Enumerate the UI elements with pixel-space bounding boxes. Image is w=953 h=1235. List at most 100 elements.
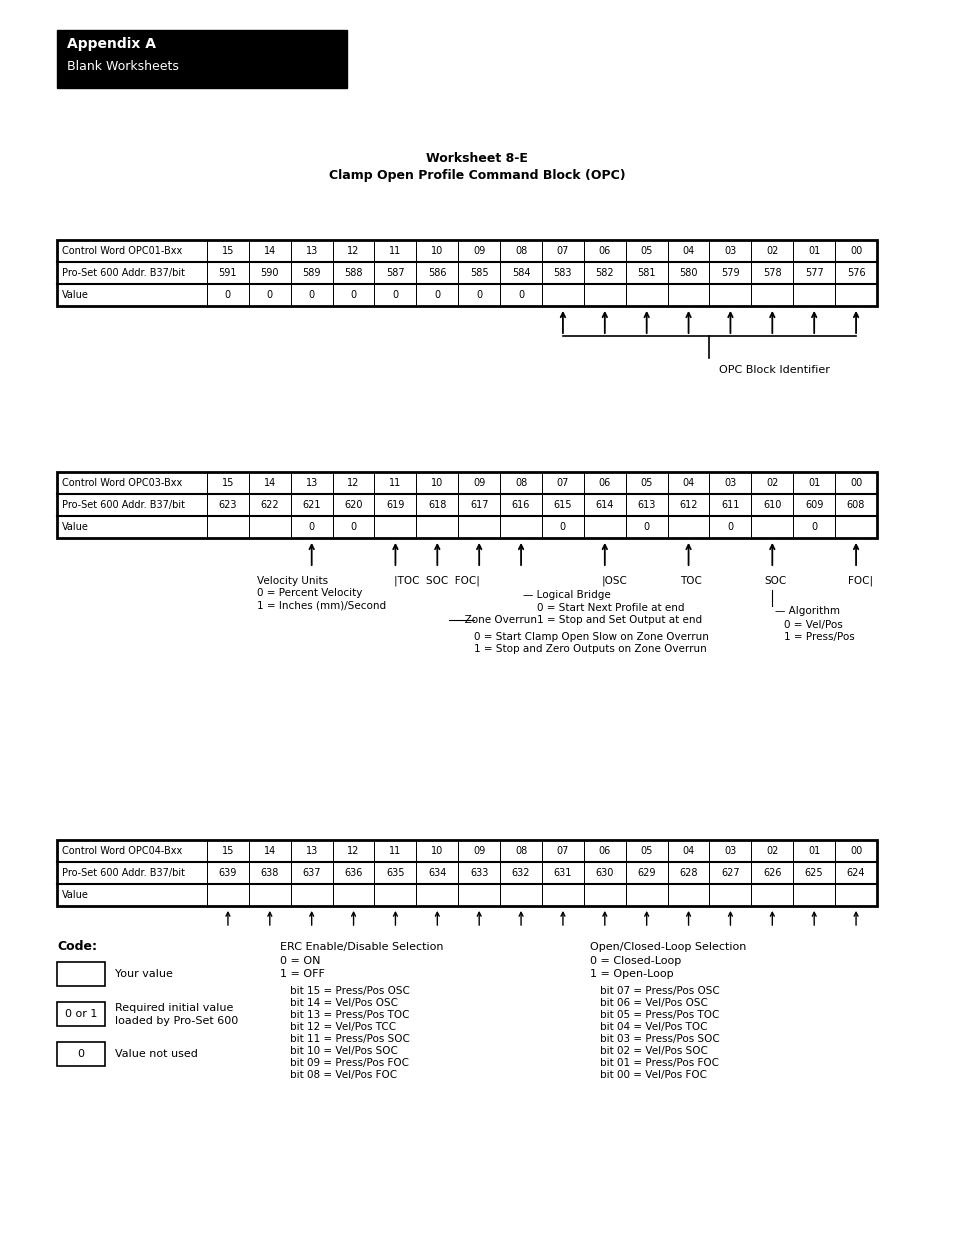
Text: bit 02 = Vel/Pos SOC: bit 02 = Vel/Pos SOC: [599, 1046, 707, 1056]
Text: Blank Worksheets: Blank Worksheets: [67, 59, 179, 73]
Text: 14: 14: [263, 846, 275, 856]
Bar: [499, 884, 541, 906]
Text: 632: 632: [511, 868, 530, 878]
Text: 0: 0: [309, 522, 314, 532]
Bar: [207, 516, 249, 538]
Text: 613: 613: [637, 500, 655, 510]
Text: ERC Enable/Disable Selection: ERC Enable/Disable Selection: [280, 942, 443, 952]
Text: 622: 622: [260, 500, 279, 510]
Bar: [751, 884, 792, 906]
Bar: [625, 284, 667, 306]
Text: 627: 627: [720, 868, 739, 878]
Text: Worksheet 8-E: Worksheet 8-E: [426, 152, 527, 164]
Bar: [249, 840, 291, 862]
Text: 09: 09: [473, 478, 485, 488]
Text: 01: 01: [807, 846, 820, 856]
Text: 07: 07: [557, 846, 569, 856]
Text: 0: 0: [434, 290, 440, 300]
Bar: [667, 840, 709, 862]
Text: 1 = Press/Pos: 1 = Press/Pos: [783, 632, 854, 642]
Bar: [333, 472, 375, 494]
Bar: [375, 862, 416, 884]
Text: bit 00 = Vel/Pos FOC: bit 00 = Vel/Pos FOC: [599, 1070, 706, 1079]
Text: 02: 02: [765, 478, 778, 488]
Bar: [207, 862, 249, 884]
Text: 631: 631: [553, 868, 572, 878]
Text: 584: 584: [511, 268, 530, 278]
Bar: [291, 240, 333, 262]
Text: 04: 04: [681, 478, 694, 488]
Text: 635: 635: [386, 868, 404, 878]
Text: 639: 639: [218, 868, 237, 878]
Text: Value: Value: [62, 890, 89, 900]
Bar: [57, 1042, 105, 1066]
Bar: [709, 284, 751, 306]
Bar: [57, 840, 207, 862]
Bar: [709, 516, 751, 538]
Text: 628: 628: [679, 868, 697, 878]
Bar: [207, 884, 249, 906]
Bar: [57, 962, 105, 986]
Bar: [667, 494, 709, 516]
Bar: [457, 494, 499, 516]
Text: Value: Value: [62, 522, 89, 532]
Bar: [375, 516, 416, 538]
Text: — Logical Bridge: — Logical Bridge: [522, 590, 610, 600]
Bar: [541, 284, 583, 306]
Bar: [57, 30, 347, 88]
Text: bit 09 = Press/Pos FOC: bit 09 = Press/Pos FOC: [290, 1058, 409, 1068]
Text: 05: 05: [639, 478, 652, 488]
Text: 633: 633: [470, 868, 488, 878]
Text: SOC: SOC: [763, 576, 785, 585]
Bar: [667, 240, 709, 262]
Text: 637: 637: [302, 868, 320, 878]
Text: Control Word OPC01-Bxx: Control Word OPC01-Bxx: [62, 246, 182, 256]
Bar: [57, 472, 876, 538]
Bar: [249, 284, 291, 306]
Bar: [667, 862, 709, 884]
Text: 15: 15: [221, 846, 233, 856]
Bar: [541, 840, 583, 862]
Text: Value: Value: [62, 290, 89, 300]
Bar: [499, 284, 541, 306]
Bar: [583, 240, 625, 262]
Text: Clamp Open Profile Command Block (OPC): Clamp Open Profile Command Block (OPC): [329, 168, 624, 182]
Text: 0: 0: [225, 290, 231, 300]
Bar: [333, 884, 375, 906]
Text: 612: 612: [679, 500, 697, 510]
Text: 1 = Stop and Set Output at end: 1 = Stop and Set Output at end: [537, 615, 701, 625]
Text: bit 14 = Vel/Pos OSC: bit 14 = Vel/Pos OSC: [290, 998, 397, 1008]
Text: 08: 08: [515, 846, 527, 856]
Bar: [751, 494, 792, 516]
Text: 1 = Open-Loop: 1 = Open-Loop: [589, 969, 673, 979]
Bar: [416, 494, 457, 516]
Text: 618: 618: [428, 500, 446, 510]
Text: 0: 0: [77, 1049, 85, 1058]
Bar: [625, 262, 667, 284]
Text: 10: 10: [431, 478, 443, 488]
Bar: [709, 494, 751, 516]
Bar: [625, 862, 667, 884]
Text: 0 = Percent Velocity: 0 = Percent Velocity: [256, 588, 362, 598]
Text: 579: 579: [720, 268, 739, 278]
Bar: [375, 284, 416, 306]
Bar: [499, 472, 541, 494]
Bar: [291, 884, 333, 906]
Bar: [207, 284, 249, 306]
Text: 590: 590: [260, 268, 279, 278]
Text: FOC|: FOC|: [847, 576, 872, 587]
Bar: [834, 862, 876, 884]
Bar: [499, 240, 541, 262]
Text: Control Word OPC04-Bxx: Control Word OPC04-Bxx: [62, 846, 182, 856]
Text: 09: 09: [473, 246, 485, 256]
Text: 0 = Vel/Pos: 0 = Vel/Pos: [783, 620, 842, 630]
Bar: [457, 284, 499, 306]
Bar: [792, 494, 834, 516]
Bar: [249, 862, 291, 884]
Bar: [499, 862, 541, 884]
Bar: [57, 884, 207, 906]
Bar: [457, 262, 499, 284]
Bar: [249, 262, 291, 284]
Text: 04: 04: [681, 246, 694, 256]
Bar: [834, 240, 876, 262]
